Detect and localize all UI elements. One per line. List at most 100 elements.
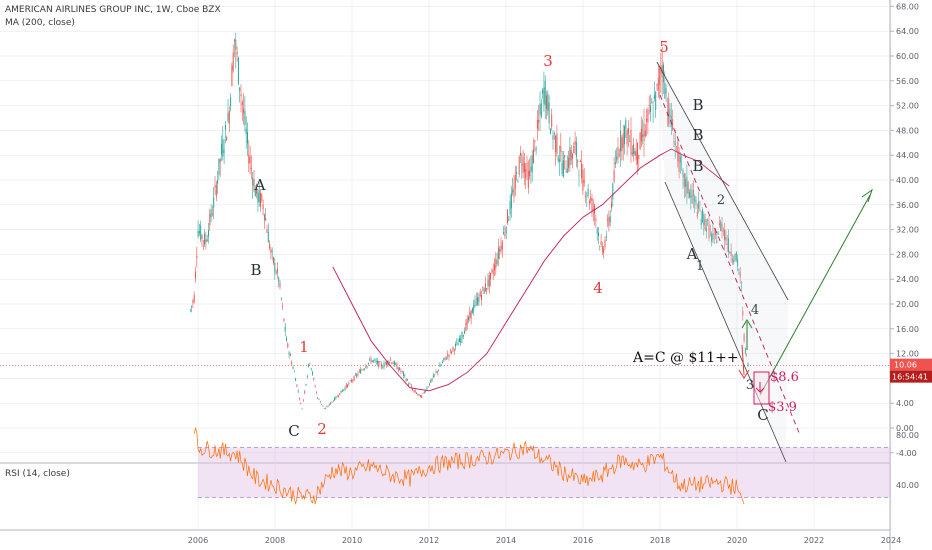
price-tick-label[interactable]: 0.00 [896, 424, 914, 433]
candle-body [588, 200, 590, 204]
candle-body [698, 201, 700, 209]
candle-body [529, 170, 531, 177]
candle-body [357, 373, 359, 376]
candle-body [196, 256, 198, 259]
price-tick-label[interactable]: 4.00 [896, 399, 914, 408]
rsi-tick-label: 80.00 [896, 431, 919, 440]
candle-body [648, 104, 650, 106]
time-tick-label[interactable]: 2006 [188, 536, 208, 545]
price-tick-label[interactable]: 40.00 [896, 176, 919, 185]
price-tick-label[interactable]: 32.00 [896, 226, 919, 235]
candle-body [195, 271, 196, 279]
candle-body [543, 87, 545, 105]
candle-body [468, 316, 469, 320]
candle-body [607, 219, 609, 221]
candle-body [443, 358, 445, 360]
candle-body [491, 269, 493, 272]
candle-body [414, 390, 416, 393]
candle-body [444, 356, 446, 359]
candle-body [612, 183, 614, 200]
price-tick-label[interactable]: 56.00 [896, 77, 919, 86]
candle-body [704, 218, 706, 230]
price-tick-label[interactable]: -4.00 [896, 449, 917, 458]
price-tick-label[interactable]: 36.00 [896, 201, 919, 210]
candle-body [321, 404, 323, 405]
candle-body [547, 93, 549, 111]
candle-body [682, 169, 684, 178]
price-tick-label[interactable]: 44.00 [896, 151, 919, 160]
price-tick-label[interactable]: 12.00 [896, 350, 919, 359]
rsi-indicator-label[interactable]: RSI (14, close) [5, 469, 70, 479]
candle-body [520, 153, 521, 156]
candle-body [258, 189, 260, 202]
candle-body [721, 223, 723, 232]
candle-body [531, 155, 533, 173]
price-tag-value: 10.06 [894, 361, 917, 370]
time-tick-label[interactable]: 2008 [265, 536, 285, 545]
candle-body [620, 130, 622, 152]
candle-body [743, 334, 745, 341]
projection-line [759, 194, 871, 396]
price-tick-label[interactable]: 68.00 [896, 2, 919, 11]
candle-body [643, 123, 645, 142]
candle-body [627, 128, 629, 135]
candle-body [638, 155, 640, 160]
candle-body [578, 175, 580, 176]
price-tick-label[interactable]: 48.00 [896, 126, 919, 135]
time-tick-label[interactable]: 2012 [419, 536, 439, 545]
candle-body [600, 241, 602, 245]
rsi-axis: 80.00 40.00 [896, 431, 919, 490]
rsi-line [193, 426, 745, 505]
price-tick-label[interactable]: 16.00 [896, 325, 919, 334]
time-tick-label[interactable]: 2022 [804, 536, 824, 545]
time-tick-label[interactable]: 2018 [650, 536, 670, 545]
candle-body [497, 247, 499, 259]
candle-body [551, 114, 553, 128]
candle-body [737, 259, 739, 267]
price-tick-label[interactable]: 28.00 [896, 250, 919, 259]
candle-body [445, 358, 447, 360]
candle-body [500, 245, 502, 252]
candle-body [287, 343, 289, 348]
candle-body [672, 119, 674, 130]
wave-label-red: 5 [659, 38, 669, 56]
candle-body [527, 170, 529, 189]
target-lower-label: $3.9 [768, 400, 797, 415]
candle-body [742, 310, 744, 316]
candle-body [377, 360, 378, 364]
price-tick-label[interactable]: 24.00 [896, 275, 919, 284]
time-tick-label[interactable]: 2014 [496, 536, 516, 545]
candle-body [223, 149, 225, 154]
ma-indicator-label[interactable]: MA (200, close) [5, 18, 75, 28]
candle-body [540, 103, 542, 117]
candle-body [323, 407, 325, 409]
candle-body [456, 341, 458, 343]
candle-body [521, 164, 523, 166]
candle-body [297, 390, 299, 392]
candle-body [344, 387, 346, 390]
candle-body [625, 120, 627, 129]
candle-body [302, 399, 304, 401]
time-tick-label[interactable]: 2010 [342, 536, 362, 545]
candle-body [647, 109, 649, 123]
candle-body [653, 95, 655, 99]
price-axis[interactable]: 68.00 64.00 60.00 56.00 52.00 48.00 44.00 40.00… [890, 2, 932, 458]
candle-body [371, 360, 373, 362]
wave-label-minor: 3 [746, 378, 754, 393]
candle-body [526, 162, 528, 171]
price-tick-label[interactable]: 60.00 [896, 52, 919, 61]
candle-body [473, 304, 475, 312]
candle-body [192, 300, 194, 303]
candle-body [273, 257, 274, 264]
candle-body [738, 269, 740, 271]
time-axis[interactable]: 2006 2008 2010 2012 2014 2016 2018 2020 2022 2024 [188, 536, 901, 545]
price-tick-label[interactable]: 20.00 [896, 300, 919, 309]
candle-body [542, 89, 544, 94]
price-tick-label[interactable]: 52.00 [896, 102, 919, 111]
time-tick-label[interactable]: 2024 [881, 536, 901, 545]
time-tick-label[interactable]: 2020 [727, 536, 747, 545]
price-tick-label[interactable]: 64.00 [896, 27, 919, 36]
time-tick-label[interactable]: 2016 [573, 536, 593, 545]
candle-body [549, 128, 551, 134]
candle-body [362, 369, 364, 370]
